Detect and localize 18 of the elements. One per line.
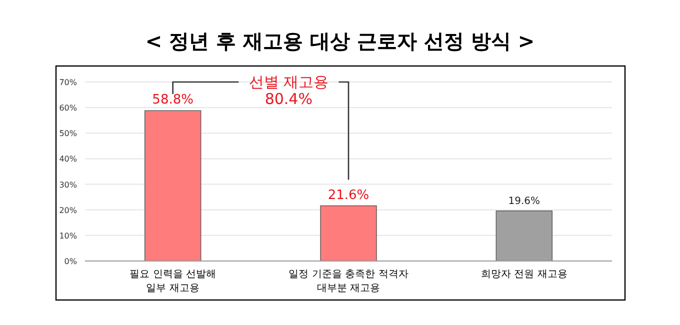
y-tick-label: 30% bbox=[59, 180, 78, 190]
chart-title: < 정년 후 재고용 대상 근로자 선정 방식 > bbox=[145, 29, 535, 53]
x-tick-label: 일정 기준을 충족한 적격자 대부분 재고용 bbox=[288, 269, 408, 294]
annotation: 선별 재고용 80.4% bbox=[248, 73, 329, 108]
data-label: 19.6% bbox=[508, 196, 540, 207]
y-tick-label: 40% bbox=[59, 154, 78, 164]
y-tick-label: 50% bbox=[59, 129, 78, 138]
data-label: 21.6% bbox=[328, 188, 370, 203]
y-tick-label: 20% bbox=[59, 206, 78, 215]
data-label: 58.8% bbox=[152, 92, 194, 108]
x-tick-label: 희망자 전원 재고용 bbox=[480, 269, 568, 280]
bar bbox=[320, 205, 377, 262]
y-tick-label: 0% bbox=[64, 257, 78, 266]
y-tick-label: 10% bbox=[59, 231, 78, 240]
x-tick-label: 필요 인력을 선발해 일부 재고용 bbox=[130, 269, 216, 294]
bar bbox=[144, 110, 202, 262]
y-tick-label: 60% bbox=[59, 104, 78, 113]
y-tick-label: 70% bbox=[59, 78, 78, 87]
